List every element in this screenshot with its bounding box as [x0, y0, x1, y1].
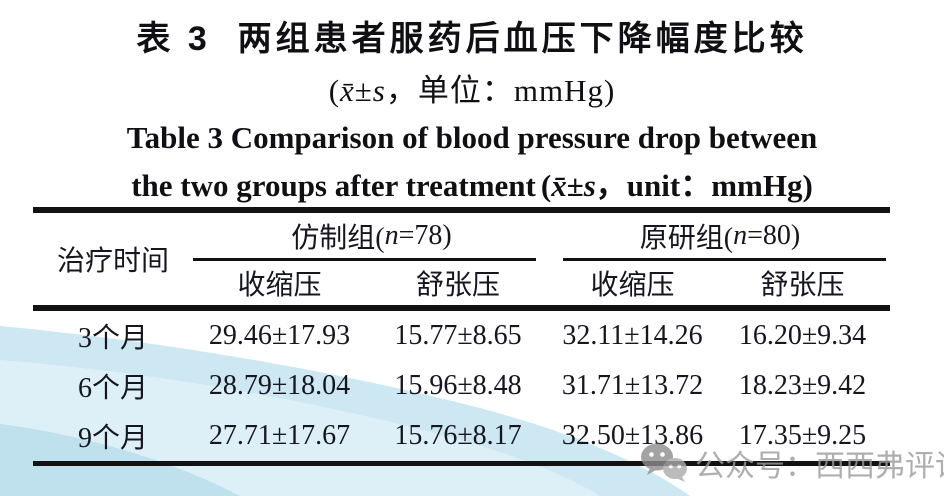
- table-cell: 15.76±8.17: [394, 420, 522, 451]
- table-cell: 32.11±14.26: [562, 320, 703, 351]
- caption-block: 表 3 两组患者服药后血压下降幅度比较 (x̄±s，单位：mmHg) Table…: [0, 11, 944, 210]
- wechat-icon: [641, 443, 687, 482]
- table-title-zh: 表 3 两组患者服药后血压下降幅度比较: [136, 20, 808, 58]
- table-title-en-line2: the two groups after treatment (x̄±s，unit…: [0, 162, 944, 210]
- watermark-text: 公众号：西西弗评论: [695, 450, 944, 483]
- table-cell: 31.71±13.72: [561, 370, 704, 401]
- row-label: 3个月: [77, 323, 148, 354]
- subcolumn-diastolic: 舒张压: [760, 270, 845, 301]
- group-spanner-rule: [563, 258, 886, 261]
- n-value: =78): [398, 219, 452, 251]
- table-cell: 32.50±13.86: [561, 420, 704, 451]
- row-label: 9个月: [77, 423, 148, 454]
- watermark: 公众号：西西弗评论: [640, 441, 944, 485]
- group-name: 原研组(: [639, 222, 734, 254]
- title-en-text: the two groups after treatment: [131, 168, 536, 203]
- group-header-original: 原研组(n =80) 收缩压 舒张压: [550, 213, 890, 305]
- table-header: 治疗时间 仿制组(n =78) 收缩压 舒张压 原研组(n =80) 收缩压: [33, 213, 890, 305]
- table-cell: 27.71±17.67: [208, 420, 351, 451]
- group-label: 仿制组(n =78): [193, 213, 550, 258]
- plus-minus-symbol: ±: [566, 168, 584, 203]
- table-row: 6个月 28.79±18.04 15.96±8.48 31.71±13.72 1…: [33, 361, 890, 411]
- n-symbol: n: [384, 219, 399, 251]
- column-header-time: 治疗时间: [56, 246, 169, 277]
- unit-text-zh: ，单位：mmHg): [385, 73, 616, 108]
- s-symbol: s: [372, 73, 386, 108]
- table-rule-header-bottom: [33, 305, 890, 311]
- table-title-en: Table 3 Comparison of blood pressure dro…: [0, 114, 944, 210]
- paren-open: (: [540, 168, 552, 203]
- xbar-symbol: x̄: [340, 73, 355, 108]
- table-cell: 16.20±9.34: [738, 320, 867, 351]
- group-label: 原研组(n =80): [550, 213, 890, 258]
- table-cell: 29.46±17.93: [208, 320, 351, 351]
- table-cell: 15.96±8.48: [394, 370, 522, 401]
- subcolumn-systolic: 收缩压: [590, 270, 675, 301]
- table-rule-top: [33, 207, 890, 213]
- subcolumn-diastolic: 舒张压: [415, 270, 500, 301]
- group-spanner-rule: [193, 258, 536, 261]
- plus-minus-symbol: ±: [354, 73, 373, 108]
- unit-text-en: ，unit：mmHg): [595, 168, 813, 203]
- s-symbol: s: [583, 168, 596, 203]
- row-label: 6个月: [77, 373, 148, 404]
- table-body: 3个月 29.46±17.93 15.77±8.65 32.11±14.26 1…: [33, 311, 890, 461]
- group-name: 仿制组(: [291, 222, 385, 254]
- table-title-en-line1: Table 3 Comparison of blood pressure dro…: [126, 120, 818, 155]
- xbar-symbol: x̄: [551, 168, 567, 203]
- data-table: 治疗时间 仿制组(n =78) 收缩压 舒张压 原研组(n =80) 收缩压: [33, 207, 890, 466]
- table-rule-bottom: [33, 461, 890, 466]
- table-row: 3个月 29.46±17.93 15.77±8.65 32.11±14.26 1…: [33, 311, 890, 361]
- table-cell: 18.23±9.42: [738, 370, 867, 401]
- table-cell: 15.77±8.65: [394, 320, 522, 351]
- table-subtitle-zh: (x̄±s，单位：mmHg): [0, 65, 944, 110]
- table-cell: 17.35±9.25: [738, 420, 867, 451]
- paren-open: (: [328, 73, 341, 108]
- table-row: 9个月 27.71±17.67 15.76±8.17 32.50±13.86 1…: [33, 411, 890, 461]
- n-value: =80): [747, 219, 801, 251]
- table-cell: 28.79±18.04: [208, 370, 351, 401]
- subcolumn-systolic: 收缩压: [237, 270, 322, 301]
- n-symbol: n: [733, 219, 748, 251]
- group-header-generic: 仿制组(n =78) 收缩压 舒张压: [193, 213, 550, 305]
